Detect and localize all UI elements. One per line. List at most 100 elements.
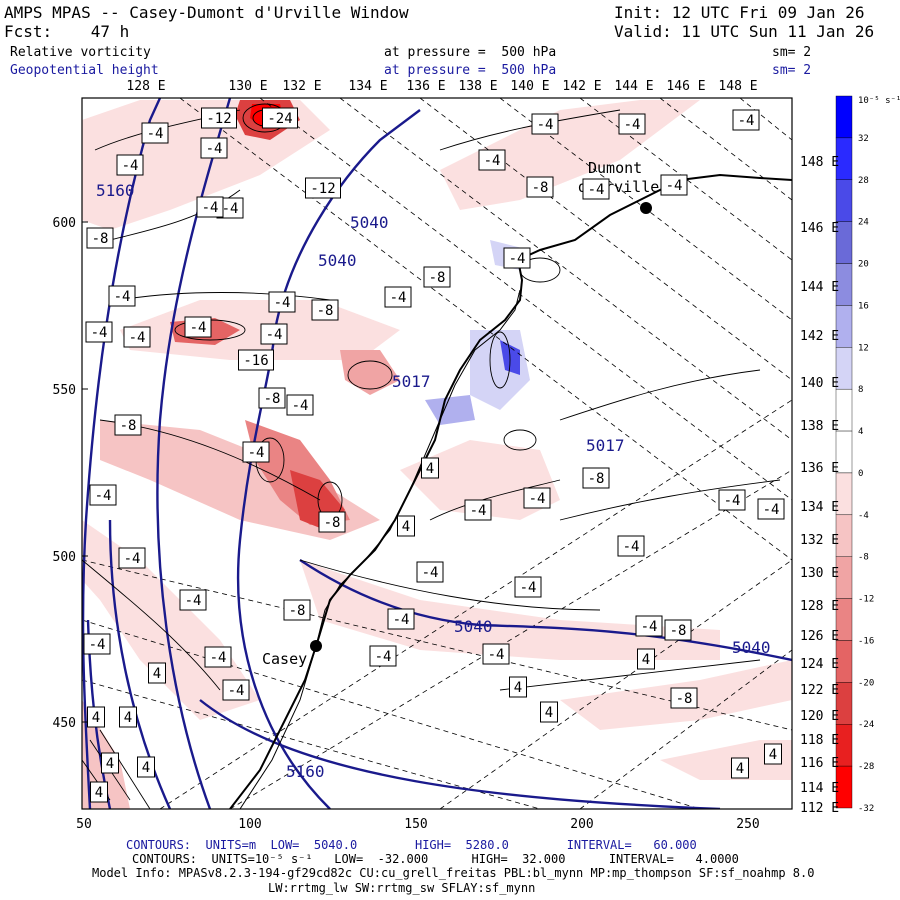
svg-text:-8: -8 — [324, 515, 341, 531]
vorticity-label-box: -16 — [238, 349, 274, 371]
svg-text:-4: -4 — [114, 289, 131, 305]
field1-name: Relative vorticity — [10, 45, 151, 60]
top-lon-label: 128 E — [126, 79, 166, 94]
colorbar-segment — [835, 765, 853, 809]
vorticity-label-box: 4 — [148, 662, 166, 684]
colorbar-label: 32 — [858, 134, 869, 144]
svg-text:-8: -8 — [317, 303, 334, 319]
dumont-durville-station-marker[interactable] — [640, 202, 652, 214]
svg-text:-4: -4 — [641, 619, 658, 635]
right-lon-label: 122 E — [800, 683, 839, 698]
vorticity-label-box: -8 — [283, 599, 311, 621]
vorticity-label-box: -4 — [617, 535, 645, 557]
svg-text:4: 4 — [426, 461, 434, 477]
vorticity-label-box: -4 — [387, 608, 415, 630]
svg-text:4: 4 — [769, 747, 777, 763]
top-lon-label: 140 E — [510, 79, 550, 94]
axis-labels: 148 E 146 E 144 E 142 E 140 E 138 E 136 E 134 E… — [53, 155, 840, 832]
vorticity-label-box: -4 — [618, 113, 646, 135]
vorticity-label-box: -4 — [286, 394, 314, 416]
right-lon-label: 134 E — [800, 500, 839, 515]
svg-text:-8: -8 — [670, 623, 687, 639]
top-lon-label: 148 E — [718, 79, 758, 94]
field2-sm: sm= 2 — [772, 63, 812, 78]
colorbar-label: -16 — [858, 636, 874, 646]
vorticity-label-box: -4 — [523, 487, 551, 509]
svg-text:4: 4 — [736, 761, 744, 777]
svg-text:4: 4 — [124, 710, 132, 726]
vorticity-label-box: 4 — [137, 756, 155, 778]
svg-text:-4: -4 — [509, 251, 526, 267]
vorticity-label-box: -4 — [384, 286, 412, 308]
vorticity-label-box: 4 — [731, 757, 749, 779]
height-label: 5040 — [318, 251, 357, 270]
svg-text:-4: -4 — [623, 539, 640, 555]
plot-frame — [81, 97, 793, 810]
svg-text:-12: -12 — [206, 111, 231, 127]
svg-text:-4: -4 — [624, 117, 641, 133]
vorticity-label-box: 4 — [509, 676, 527, 698]
svg-text:-4: -4 — [375, 649, 392, 665]
right-lon-label: 140 E — [800, 376, 839, 391]
init-time: Init: 12 UTC Fri 09 Jan 26 — [614, 3, 865, 22]
field1-level: at pressure = 500 hPa — [384, 45, 557, 60]
field2-level: at pressure = 500 hPa — [384, 63, 557, 78]
vorticity-label-box: -4 — [268, 291, 296, 313]
vorticity-label-box: -4 — [635, 615, 663, 637]
right-lon-label: 126 E — [800, 629, 839, 644]
svg-text:-8: -8 — [289, 603, 306, 619]
svg-text:4: 4 — [106, 756, 114, 772]
vorticity-label-box: -8 — [114, 414, 142, 436]
svg-text:-8: -8 — [120, 418, 137, 434]
svg-text:-4: -4 — [588, 182, 605, 198]
top-lon-label: 144 E — [614, 79, 654, 94]
footer-model-info-2: LW:rrtmg_lw SW:rrtmg_sw SFLAY:sf_mynn — [268, 881, 536, 895]
colorbar-label: 4 — [858, 427, 863, 437]
svg-text:4: 4 — [142, 760, 150, 776]
svg-text:-4: -4 — [228, 683, 245, 699]
vorticity-label-box: -4 — [482, 643, 510, 665]
svg-text:-4: -4 — [484, 153, 501, 169]
vorticity-label-box: -4 — [83, 633, 111, 655]
vorticity-label-box: -8 — [582, 467, 610, 489]
y-axis-label: 600 — [53, 216, 76, 231]
svg-text:4: 4 — [545, 705, 553, 721]
colorbar-label: 24 — [858, 218, 869, 228]
svg-text:-4: -4 — [210, 650, 227, 666]
casey-station-marker[interactable] — [310, 640, 322, 652]
svg-text:-4: -4 — [95, 488, 112, 504]
svg-text:-4: -4 — [738, 113, 755, 129]
svg-text:-4: -4 — [206, 141, 223, 157]
vorticity-label-box: -4 — [196, 196, 224, 218]
right-lon-label: 146 E — [800, 221, 839, 236]
svg-text:-4: -4 — [666, 178, 683, 194]
svg-text:-4: -4 — [422, 565, 439, 581]
right-lon-label: 130 E — [800, 566, 839, 581]
x-axis-label: 100 — [238, 817, 261, 832]
vorticity-label-box: -8 — [258, 387, 286, 409]
svg-text:-4: -4 — [390, 290, 407, 306]
svg-text:-24: -24 — [267, 111, 292, 127]
y-axis-label: 550 — [53, 383, 76, 398]
vorticity-labels: -12 -24-4-4-4-4-8-12-4-4-8-4-4-4-4 -4-4-4-… — [83, 107, 785, 803]
colorbar-label: 28 — [858, 176, 869, 186]
vorticity-label-box: 4 — [87, 706, 105, 728]
svg-text:4: 4 — [95, 785, 103, 801]
vorticity-label-box: -4 — [503, 247, 531, 269]
height-label: 5040 — [454, 617, 493, 636]
svg-text:-4: -4 — [185, 593, 202, 609]
colorbar: 32 28 24 20 16 12 8 4 0 -4 -8 -12 -16 -20 -24 -28 -32 — [835, 95, 874, 814]
svg-text:-4: -4 — [89, 637, 106, 653]
forecast-hour: Fcst: 47 h — [4, 22, 130, 41]
svg-text:-4: -4 — [266, 327, 283, 343]
vorticity-label-box: -4 — [242, 441, 270, 463]
y-axis-label: 450 — [53, 716, 76, 731]
vorticity-label-box: -4 — [222, 679, 250, 701]
vorticity-label-box: 4 — [637, 648, 655, 670]
svg-text:-4: -4 — [274, 295, 291, 311]
height-label: 5040 — [350, 213, 389, 232]
vorticity-label-box: -4 — [660, 174, 688, 196]
svg-text:-4: -4 — [488, 647, 505, 663]
vorticity-label-box: -4 — [116, 154, 144, 176]
